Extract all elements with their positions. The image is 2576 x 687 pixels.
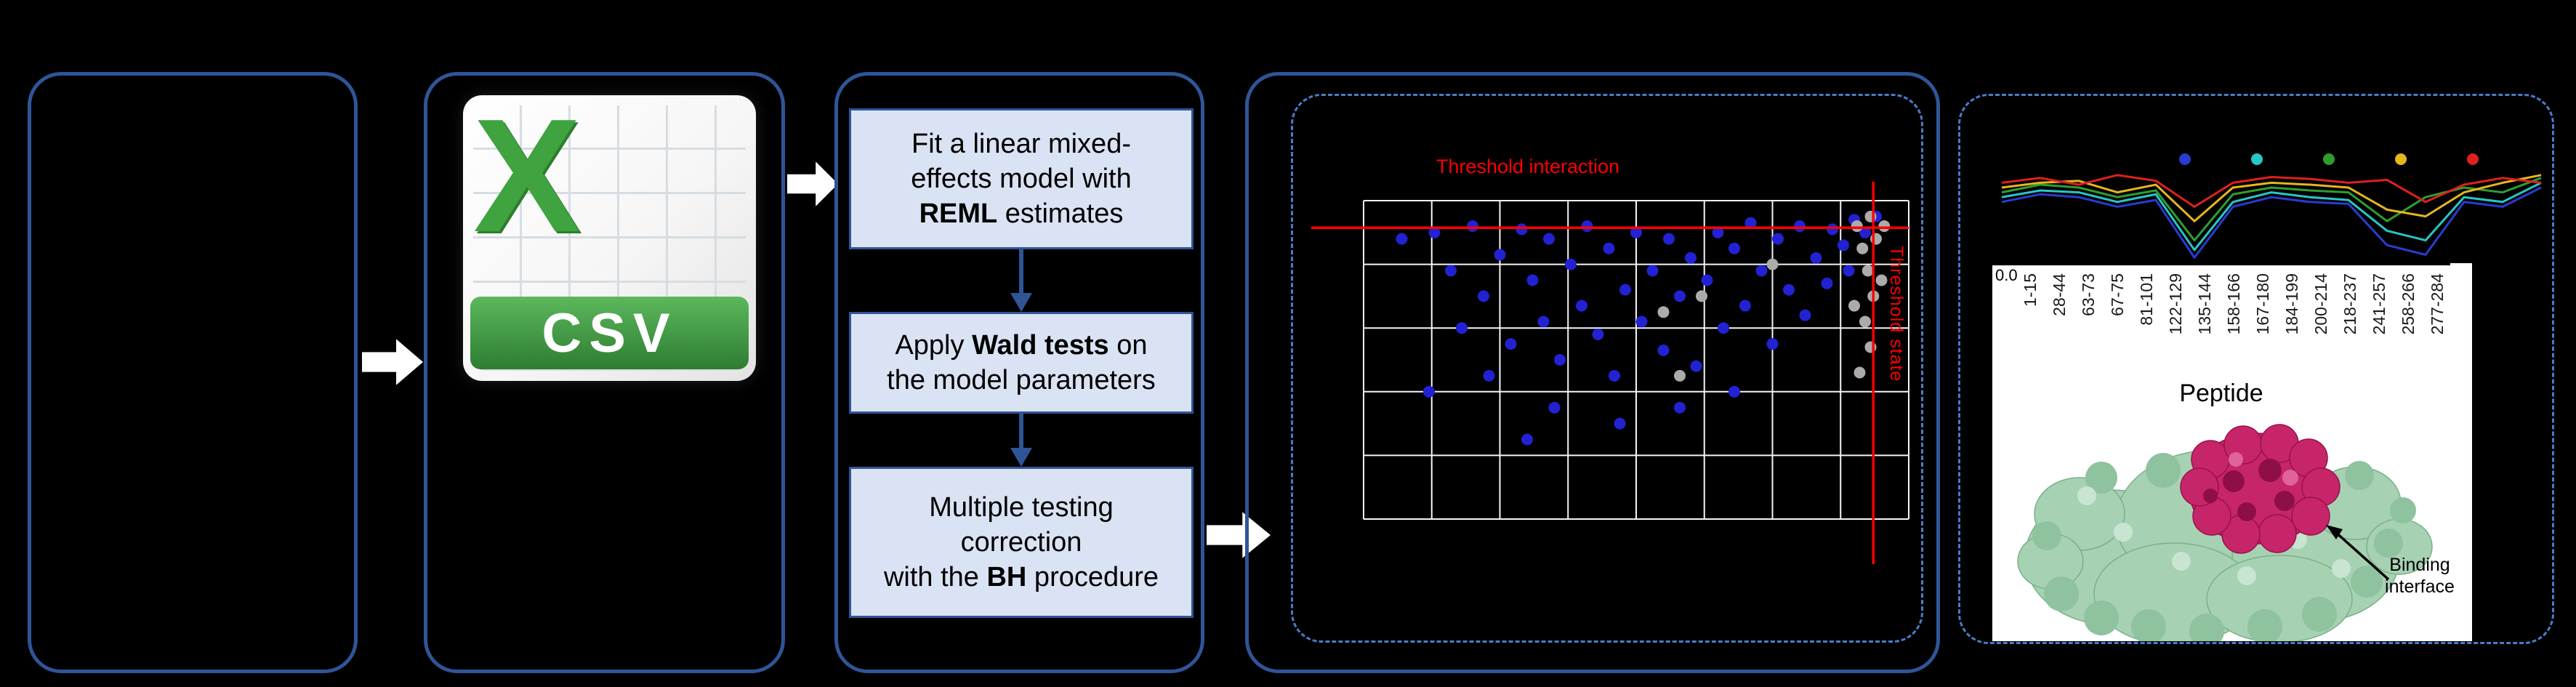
peptide-tick-label: 258-266	[2398, 273, 2418, 335]
line-series-state-red	[2001, 174, 2542, 208]
protein-surface-bumps	[2032, 447, 2416, 641]
scatter-points-non-significant-peptides	[1657, 210, 1891, 382]
step-bh-text: Multiple testing correction with the BH …	[883, 492, 1159, 592]
panel-csv-input: X CSV	[424, 72, 785, 673]
panel-statistical-workflow: Fit a linear mixed- effects model with R…	[834, 72, 1204, 673]
line-series-state-blue	[2001, 186, 2542, 259]
peptide-tick-label: 277-284	[2427, 273, 2447, 335]
peptide-tick-label: 63-73	[2078, 273, 2098, 316]
flow-arrow-1-icon	[362, 339, 423, 385]
step-reml-box: Fit a linear mixed- effects model with R…	[849, 108, 1194, 249]
step-reml-text: Fit a linear mixed- effects model with R…	[911, 129, 1132, 229]
peptide-axis-and-structure: 0.0 1-15 28-44 63-73 67-75 81-101 122-129 135-…	[1992, 263, 2472, 641]
csv-page: X CSV	[463, 86, 756, 381]
csv-banner-label: CSV	[470, 297, 749, 369]
legend-dot-icon	[2395, 153, 2407, 165]
grid-lines	[1363, 200, 1909, 520]
down-arrow-2-icon	[1007, 414, 1036, 467]
legend-dot-icon	[2251, 153, 2263, 165]
flow-arrow-2-icon	[787, 161, 838, 206]
uptake-line-chart	[2001, 153, 2542, 259]
binding-interface-shading	[2203, 459, 2295, 521]
peptide-tick-label: 122-129	[2165, 273, 2185, 335]
peptide-tick-label: 158-166	[2223, 273, 2243, 335]
csv-file-icon: X CSV	[463, 86, 756, 381]
volcano-plot	[1311, 182, 1909, 564]
volcano-dashed-frame: Threshold interaction Threshold state	[1291, 94, 1923, 643]
panel-volcano: Threshold interaction Threshold state	[1245, 72, 1940, 673]
peptide-tick-label: 67-75	[2107, 273, 2127, 316]
x-axis-line	[1992, 263, 2450, 265]
peptide-tick-label: 218-237	[2340, 273, 2359, 335]
threshold-state-label: Threshold state	[1886, 246, 1907, 382]
peptide-tick-label: 28-44	[2049, 273, 2069, 316]
peptide-tick-label: 167-180	[2253, 273, 2272, 335]
peptide-tick-label: 184-199	[2282, 273, 2301, 335]
step-wald-text: Apply Wald tests on the model parameters	[887, 330, 1156, 395]
scatter-points-significant-peptides	[1396, 210, 1882, 446]
excel-x-logo: X	[473, 86, 581, 266]
peptide-tick-label: 200-214	[2311, 273, 2330, 335]
threshold-interaction-label: Threshold interaction	[1436, 156, 1620, 177]
line-series-state-yellow	[2001, 174, 2542, 222]
step-bh-box: Multiple testing correction with the BH …	[849, 467, 1194, 618]
step-wald-box: Apply Wald tests on the model parameters	[849, 312, 1194, 414]
peptide-tick-label: 241-257	[2369, 273, 2388, 335]
legend-dot-icon	[2323, 153, 2335, 165]
peptide-tick-label: 135-144	[2194, 273, 2214, 335]
legend-dots	[2179, 153, 2479, 165]
y-axis-tick-label: 0.0	[1995, 266, 2018, 284]
binding-interface-highlight	[2229, 452, 2298, 486]
peptide-tick-label: 1-15	[2020, 273, 2040, 308]
line-series-state-cyan	[2001, 182, 2542, 252]
binding-interface-arrow-icon	[2326, 525, 2390, 581]
protein-highlights	[2077, 486, 2351, 585]
legend-dot-icon	[2467, 153, 2479, 165]
panel-experiment	[28, 72, 358, 673]
panel-results: 0.0 1-15 28-44 63-73 67-75 81-101 122-129 135-…	[1958, 94, 2554, 644]
threshold-lines	[1311, 182, 1909, 564]
peptide-axis-title: Peptide	[2179, 379, 2263, 407]
protein-structure-illustration	[2017, 424, 2433, 641]
down-arrow-1-icon	[1007, 249, 1036, 312]
binding-interface-label: Binding interface	[2385, 555, 2455, 597]
peptide-tick-label: 81-101	[2136, 273, 2156, 326]
binding-interface-region	[2180, 424, 2340, 554]
legend-dot-icon	[2179, 153, 2191, 165]
